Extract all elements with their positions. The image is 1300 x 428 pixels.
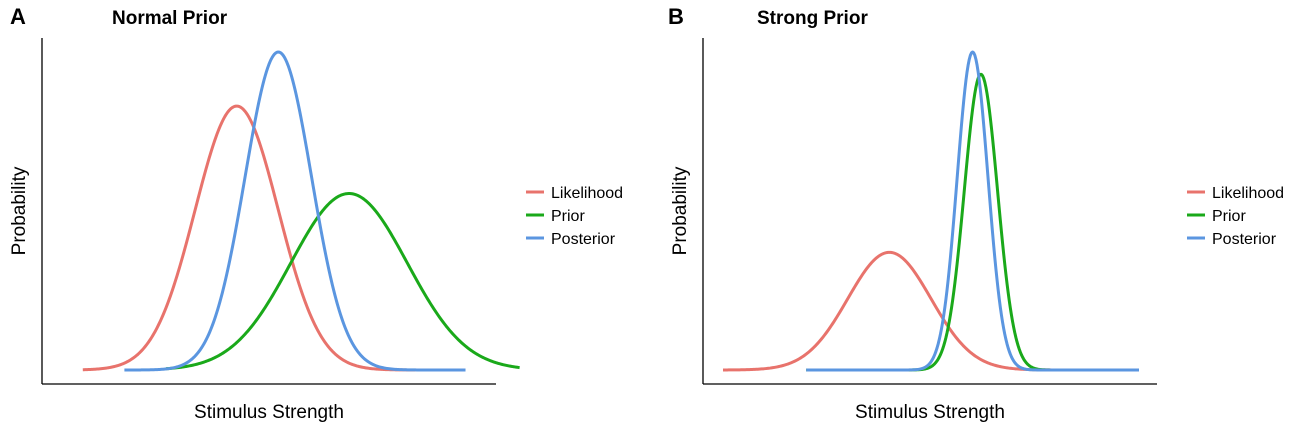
- panel-a: A Normal Prior Probability Stimulus Stre…: [9, 4, 623, 423]
- legend-label-prior: Prior: [551, 208, 585, 225]
- series-line-likelihood: [82, 104, 416, 372]
- legend-label-posterior: Posterior: [551, 231, 616, 248]
- chart-title: Normal Prior: [112, 8, 228, 29]
- plot-area: [722, 50, 1140, 372]
- legend-label-prior: Prior: [1212, 208, 1246, 225]
- plot-area: [82, 50, 520, 372]
- y-axis-label: Probability: [670, 166, 691, 255]
- x-axis-label: Stimulus Strength: [194, 402, 344, 423]
- series-line-prior: [805, 72, 1140, 372]
- legend: Likelihood Prior Posterior: [1187, 185, 1284, 248]
- y-axis-label: Probability: [9, 166, 30, 255]
- legend-label-likelihood: Likelihood: [551, 185, 623, 202]
- x-axis-label: Stimulus Strength: [855, 402, 1005, 423]
- legend-label-likelihood: Likelihood: [1212, 185, 1284, 202]
- chart-title: Strong Prior: [757, 8, 868, 29]
- legend: Likelihood Prior Posterior: [526, 185, 623, 248]
- legend-label-posterior: Posterior: [1212, 231, 1277, 248]
- series-line-prior: [165, 192, 520, 371]
- panel-letter: A: [10, 4, 26, 29]
- series-line-posterior: [805, 50, 1140, 372]
- series-line-posterior: [124, 50, 466, 372]
- panel-letter: B: [668, 4, 684, 29]
- panel-b: B Strong Prior Probability Stimulus Stre…: [668, 4, 1284, 423]
- series-line-likelihood: [722, 250, 1140, 372]
